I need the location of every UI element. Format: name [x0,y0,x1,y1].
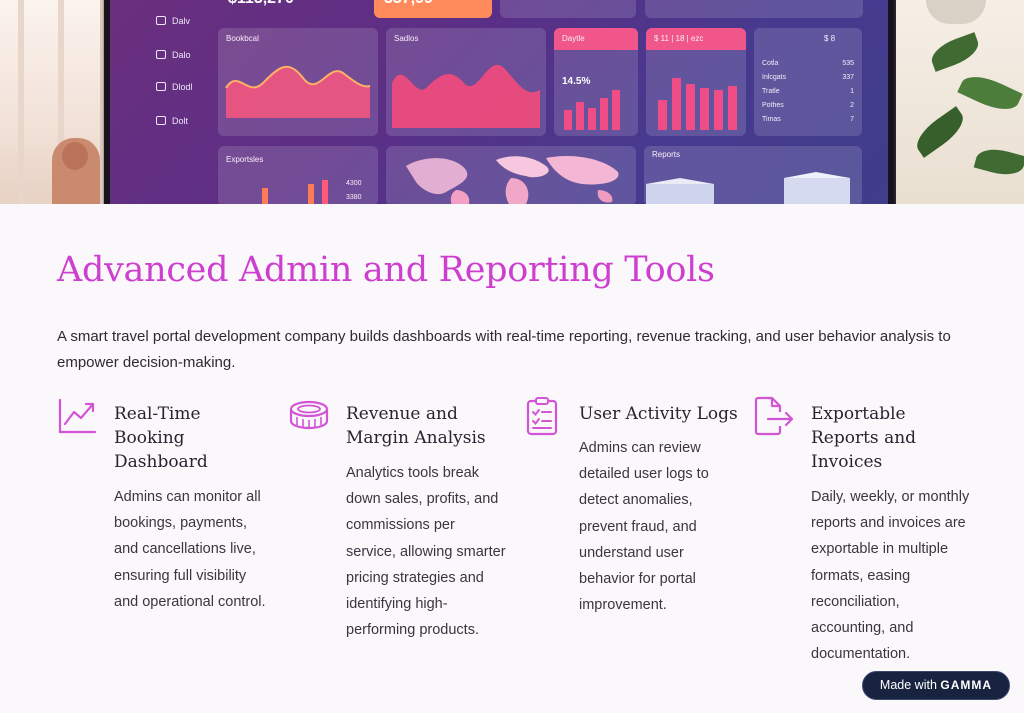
exports-value: 3380 [346,194,362,201]
feature-description: Admins can review detailed user logs to … [579,440,709,614]
sidebar-item-label: Dlodl [172,82,193,92]
card-title: Bookbcal [226,34,259,43]
sales-area-chart [392,64,540,128]
bookings-area-chart [225,65,371,118]
kpi-value: $113,270 [228,0,294,8]
stats-row-value: 2 [850,102,854,109]
world-map [406,155,619,204]
daily-bar-chart [564,90,620,130]
exports-card: Exportsles 4300 3380 [218,146,378,204]
clipboard-check-icon [526,397,558,436]
kpi-value: 337,99 [384,0,433,8]
sidebar-icon [156,82,166,91]
sidebar-item: Dlodl [156,82,193,92]
sidebar-icon [156,16,166,25]
stats-row-label: Cotla [762,60,779,67]
card-title: Sadlos [394,34,419,43]
card-header [646,28,746,50]
kpi-card [645,0,863,18]
kpi-card: $113,270 [218,0,360,18]
world-map-card [386,146,636,204]
made-with-gamma-badge[interactable]: Made with GAMMA [862,671,1010,700]
stats-row-label: Pothes [762,102,784,109]
sidebar-item-label: Dalv [172,16,191,26]
kpi-card [500,0,636,18]
card-title: $ 11 | 18 | ezc [654,34,704,43]
stats-table-row: Pothes 2 [762,102,854,109]
daily-value: 14.5% [562,76,591,87]
feature-title: Real-Time Booking Dashboard [114,404,208,472]
stats-row-value: 337 [842,74,854,81]
chart-trend-icon [58,398,97,434]
exports-value: 4300 [346,180,362,187]
window-backdrop [0,0,100,204]
sales-chart-card: Sadlos [386,28,546,136]
feature-description: Analytics tools break down sales, profit… [346,465,506,639]
stats-table-row: Timas 7 [762,116,854,123]
card-title: Exportsles [226,155,264,164]
feature-title: Revenue and Margin Analysis [346,404,486,448]
gamma-logo: GAMMA [940,678,993,692]
coins-icon [289,400,329,430]
daily-card: Daytle 14.5% [554,28,638,136]
stats-table-card: $ 8 Cotla 535 Inlcgats 337 Tratle 1 Pothes 2 Tim… [754,28,862,136]
sidebar-item: Dalo [156,50,191,60]
badge-prefix: Made with [879,678,937,692]
feature-description: Daily, weekly, or monthly reports and in… [811,489,970,663]
stats-row-value: 1 [850,88,854,95]
stats-table-row: Tratle 1 [762,88,854,95]
sidebar-item-label: Dalo [172,50,191,60]
hero-image: Dalv Dalo Dlodl Dolt $113,270 337,99 Boo… [0,0,1024,204]
sidebar-item-label: Dolt [172,116,189,126]
feature-description: Admins can monitor all bookings, payment… [114,489,266,610]
intro-paragraph: A smart travel portal development compan… [57,328,951,371]
reports-card: Reports [644,146,862,204]
exports-bar-chart [262,180,328,204]
sidebar-icon [156,116,166,125]
kpi-card: 337,99 [374,0,492,18]
sidebar-item: Dalv [156,16,190,26]
revenue-bar-chart [658,78,737,130]
feature-title: Exportable Reports and Invoices [811,404,917,472]
revenue-card: $ 11 | 18 | ezc [646,28,746,136]
card-title: $ 8 [824,34,836,43]
stats-row-label: Timas [762,116,781,123]
stats-row-label: Inlcgats [762,74,787,81]
file-export-icon [754,396,794,436]
card-header [554,28,638,50]
stats-table-row: Inlcgats 337 [762,74,854,81]
report-stacks-illustration [646,172,850,204]
bookings-chart-card: Bookbcal [218,28,378,136]
person-head [62,142,88,170]
card-title: Daytle [562,34,585,43]
card-title: Reports [652,150,681,159]
stats-row-value: 7 [850,116,854,123]
stats-table-row: Cotla 535 [762,60,854,67]
stats-row-value: 535 [842,60,854,67]
page-title: Advanced Admin and Reporting Tools [57,250,715,290]
stats-row-label: Tratle [762,88,780,95]
sidebar-item: Dolt [156,116,188,126]
sidebar-icon [156,50,166,59]
feature-title: User Activity Logs [579,404,738,424]
